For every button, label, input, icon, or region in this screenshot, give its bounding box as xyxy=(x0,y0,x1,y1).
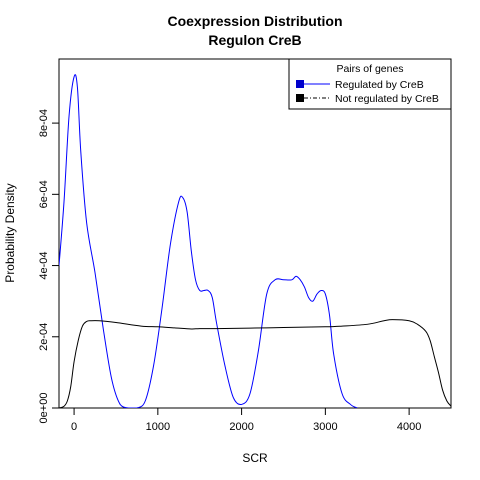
x-axis: 0 1000 2000 3000 4000 xyxy=(71,408,421,433)
legend-label-regulated: Regulated by CreB xyxy=(335,79,424,91)
x-tick-label: 1000 xyxy=(146,421,170,433)
x-axis-label: SCR xyxy=(242,451,268,465)
y-tick-label: 0e+00 xyxy=(38,393,50,424)
legend-swatch-regulated xyxy=(296,80,304,88)
x-tick-label: 0 xyxy=(71,421,77,433)
y-axis-label: Probability Density xyxy=(3,183,17,282)
chart-subtitle: Regulon CreB xyxy=(208,32,301,48)
plot-frame xyxy=(58,58,452,409)
x-tick-label: 4000 xyxy=(397,421,421,433)
y-tick-label: 2e-04 xyxy=(38,323,50,351)
y-tick-label: 4e-04 xyxy=(38,251,50,279)
legend: Pairs of genes Regulated by CreB Not reg… xyxy=(288,58,452,110)
x-tick-label: 2000 xyxy=(229,421,253,433)
y-tick-label: 8e-04 xyxy=(38,109,50,137)
legend-swatch-not-regulated xyxy=(296,94,304,102)
x-tick-label: 3000 xyxy=(313,421,337,433)
y-axis: 0e+00 2e-04 4e-04 6e-04 8e-04 xyxy=(38,109,59,423)
y-tick-label: 6e-04 xyxy=(38,180,50,208)
series-layer xyxy=(59,74,451,408)
legend-title: Pairs of genes xyxy=(336,63,403,75)
series-line-not-regulated xyxy=(59,319,451,408)
legend-label-not-regulated: Not regulated by CreB xyxy=(335,93,439,105)
series-line-regulated xyxy=(59,74,358,408)
chart-title: Coexpression Distribution xyxy=(167,13,342,29)
